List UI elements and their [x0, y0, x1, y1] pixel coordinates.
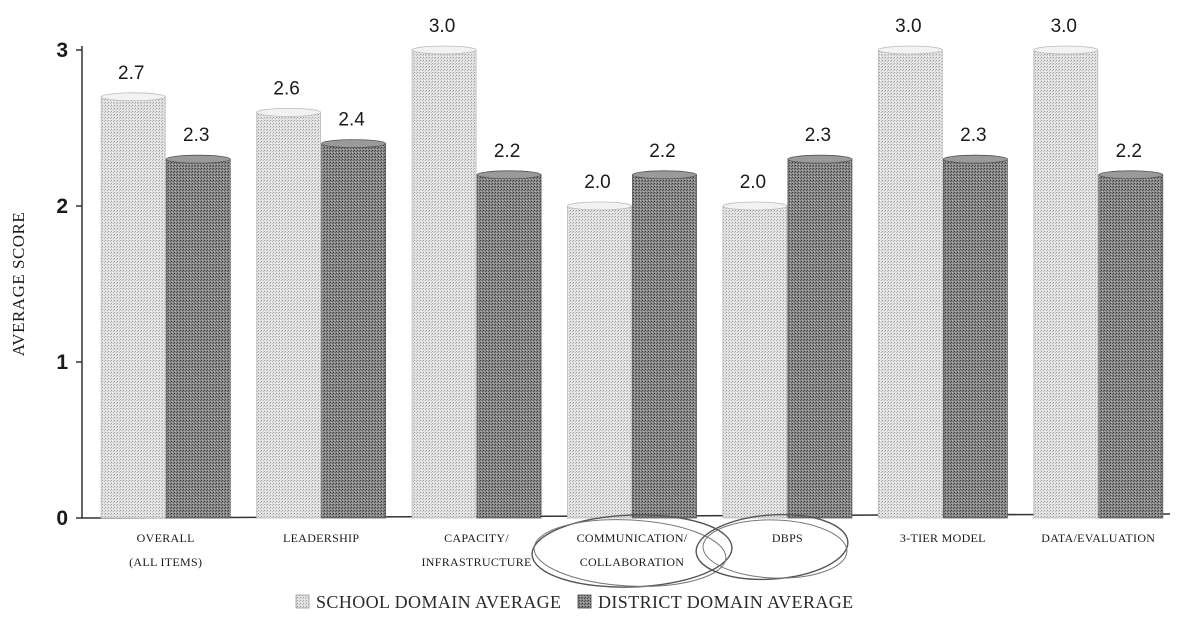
- bar-school-cap: [877, 45, 943, 55]
- bar-district-cap: [321, 139, 387, 149]
- x-tick-label: OVERALL: [137, 531, 195, 545]
- x-tick-label: DATA/EVALUATION: [1041, 531, 1155, 545]
- data-label-district: 2.4: [338, 110, 365, 131]
- bar-school-cap: [100, 92, 166, 102]
- legend-swatch-district: [577, 594, 592, 609]
- annotation-circle-dbps: [695, 513, 849, 581]
- labels: 2.7 2.3 OVERALL (ALL ITEMS) 2.6 2.4 LEADERSHIP…: [118, 16, 1155, 569]
- bar-school: [722, 205, 788, 519]
- bar-district-cap: [165, 154, 231, 164]
- y-tick-label: 0: [56, 507, 68, 530]
- bar-school-cap: [411, 45, 477, 55]
- y-tick-label: 2: [56, 195, 68, 218]
- data-label-school: 2.0: [740, 172, 766, 193]
- bar-district: [321, 143, 387, 519]
- data-label-district: 2.3: [960, 125, 986, 146]
- x-tick-label: COLLABORATION: [580, 555, 685, 569]
- bar-school: [877, 49, 943, 519]
- x-tick-label: DBPS: [772, 531, 803, 545]
- annotations: [531, 513, 849, 588]
- bar-district-cap: [632, 170, 697, 180]
- bar-district-cap: [476, 170, 542, 180]
- data-label-school: 3.0: [895, 16, 921, 37]
- data-label-district: 2.2: [1116, 141, 1142, 162]
- data-label-school: 2.6: [273, 78, 299, 99]
- data-label-school: 2.0: [584, 172, 610, 193]
- bar-district: [787, 158, 853, 519]
- bars: [100, 45, 1164, 519]
- x-tick-label: LEADERSHIP: [283, 531, 359, 545]
- bar-district: [165, 158, 231, 519]
- bar-school: [1033, 49, 1099, 519]
- bar-school-cap: [567, 201, 632, 211]
- bar-school-cap: [1033, 45, 1099, 55]
- annotation-circle-communication-2: [533, 519, 727, 587]
- legend: SCHOOL DOMAIN AVERAGE DISTRICT DOMAIN AVE…: [295, 592, 854, 612]
- annotation-circle-communication: [531, 514, 733, 588]
- y-tick-label: 3: [56, 39, 68, 62]
- bar-school: [411, 49, 477, 519]
- data-label-school: 2.7: [118, 63, 144, 84]
- x-tick-label: CAPACITY/: [444, 531, 509, 545]
- bar-district-cap: [942, 154, 1008, 164]
- bar-district: [942, 158, 1008, 519]
- bar-district-cap: [787, 154, 853, 164]
- legend-label-district: DISTRICT DOMAIN AVERAGE: [598, 592, 854, 612]
- annotation-circle-dbps-2: [702, 519, 848, 579]
- legend-label-school: SCHOOL DOMAIN AVERAGE: [316, 592, 561, 612]
- data-label-district: 2.2: [494, 141, 520, 162]
- x-tick-label: 3-TIER MODEL: [900, 531, 986, 545]
- x-tick-label: COMMUNICATION/: [577, 531, 688, 545]
- data-label-school: 3.0: [1051, 16, 1077, 37]
- bar-school: [100, 96, 166, 519]
- y-axis-label: AVERAGE SCORE: [9, 212, 28, 357]
- data-label-district: 2.3: [183, 125, 209, 146]
- data-label-school: 3.0: [429, 16, 455, 37]
- data-label-district: 2.2: [649, 141, 675, 162]
- x-tick-label: INFRASTRUCTURE: [421, 555, 531, 569]
- bar-district: [1098, 174, 1164, 519]
- bar-school: [256, 112, 322, 519]
- bar-school-cap: [256, 108, 322, 117]
- y-tick-label: 1: [56, 351, 68, 374]
- bar-district: [476, 174, 542, 519]
- bar-school: [567, 205, 632, 519]
- bar-school-cap: [722, 201, 788, 211]
- data-label-district: 2.3: [805, 125, 831, 146]
- bar-district: [632, 174, 697, 519]
- legend-swatch-school: [295, 594, 310, 609]
- x-tick-label: (ALL ITEMS): [129, 555, 202, 569]
- bar-district-cap: [1098, 170, 1164, 180]
